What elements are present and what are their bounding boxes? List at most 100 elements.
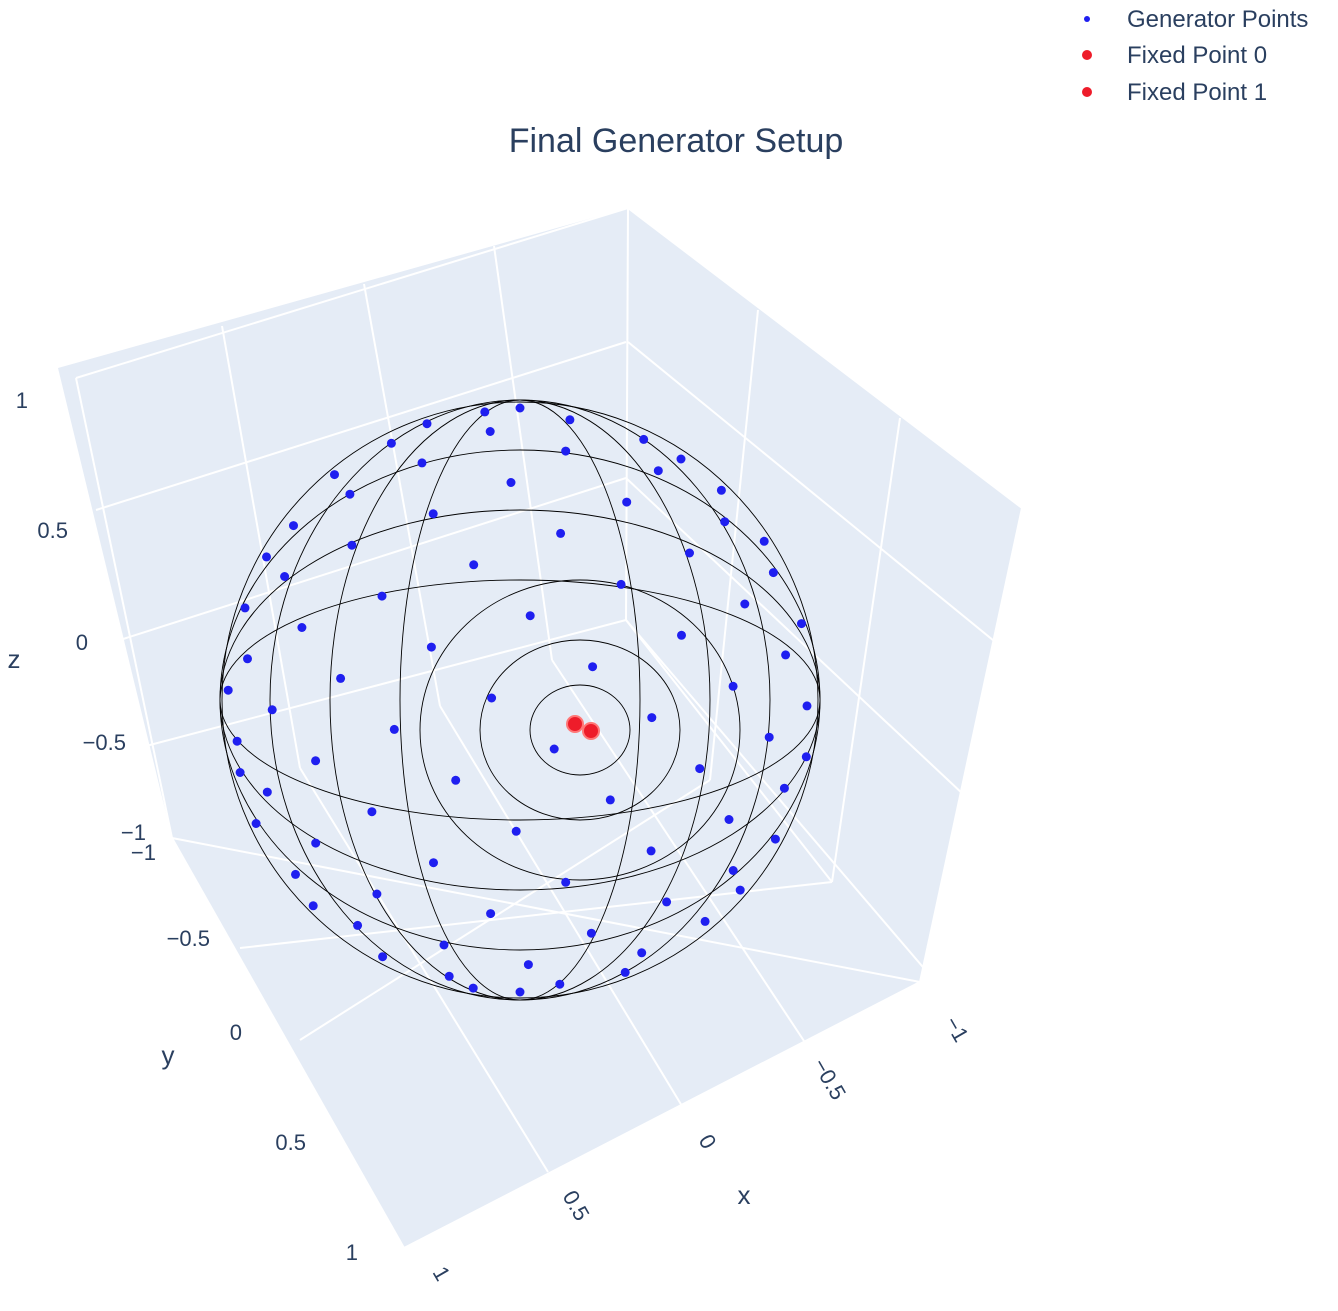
y-axis-title: y (162, 1040, 175, 1070)
generator-point (487, 693, 497, 703)
generator-point (588, 662, 598, 672)
grid-line (625, 477, 981, 811)
generator-point (372, 889, 382, 899)
generator-point (768, 568, 778, 578)
generator-point (735, 885, 745, 895)
generator-point (422, 419, 432, 429)
z-axis-ticks: 1 0.5 0 −0.5 −1 z (8, 388, 147, 845)
x-axis-title: x (738, 1180, 751, 1210)
y-tick-label: −1 (131, 840, 156, 865)
generator-point (506, 478, 516, 487)
back-pane-z (58, 208, 1022, 1248)
generator-point (561, 446, 571, 456)
generator-point (797, 619, 806, 629)
generator-point (724, 815, 734, 824)
z-tick-label: 0 (76, 630, 88, 655)
generator-point (291, 869, 300, 879)
fixed-point-1 (582, 722, 600, 740)
generator-point (280, 572, 290, 581)
generator-point (802, 701, 812, 711)
generator-point (549, 744, 559, 754)
generator-point (330, 470, 339, 480)
grid-line (493, 245, 553, 661)
generator-point (695, 764, 705, 774)
legend-marker (1082, 87, 1092, 97)
generator-point (311, 756, 321, 766)
generator-point (377, 591, 387, 601)
generator-point (378, 952, 388, 962)
generator-point (740, 599, 750, 609)
grid-line (625, 619, 833, 883)
mesh-ring (219, 579, 821, 821)
x-tick-label: 0 (694, 1130, 722, 1153)
generator-point (262, 552, 271, 562)
generator-point (676, 454, 686, 464)
y-tick-label: −0.5 (167, 926, 210, 951)
legend-label: Generator Points (1127, 6, 1308, 33)
grid-line (171, 837, 405, 1249)
legend[interactable]: Generator Points Fixed Point 0 Fixed Poi… (1082, 6, 1308, 106)
x-tick-label: 1 (428, 1262, 456, 1285)
legend-marker (1082, 50, 1092, 60)
generator-point (647, 713, 657, 723)
sphere-outline (221, 401, 819, 999)
generator-point (653, 466, 663, 476)
x-tick-label: −0.5 (808, 1054, 851, 1104)
grid-line (625, 207, 629, 621)
z-axis-title: z (8, 644, 21, 674)
generator-point (646, 846, 656, 856)
generator-point (639, 434, 649, 444)
grid-line (95, 341, 627, 511)
grid-line (221, 325, 301, 769)
grid-line (439, 705, 683, 1107)
generator-point (267, 705, 277, 715)
generator-point (486, 909, 496, 919)
generator-point (616, 579, 626, 589)
generator-point (728, 681, 738, 691)
generator-point (720, 517, 730, 527)
generator-point (311, 838, 321, 848)
legend-item-fixed-point-0[interactable]: Fixed Point 0 (1082, 42, 1267, 69)
generator-point (605, 795, 615, 805)
grid-line (403, 981, 921, 1249)
grid-line (625, 619, 935, 981)
generator-point (700, 916, 710, 926)
grid-line (171, 837, 921, 983)
generator-point (759, 536, 769, 546)
grid-line (75, 207, 629, 379)
generator-point (523, 960, 533, 970)
generator-point (485, 427, 495, 436)
legend-label: Fixed Point 1 (1127, 79, 1267, 106)
generator-point (622, 497, 632, 507)
generator-point (439, 940, 449, 950)
generator-point (444, 971, 454, 981)
generator-point (525, 611, 535, 621)
generator-point (779, 783, 789, 793)
mesh-ring (479, 639, 681, 821)
y-tick-label: 0.5 (275, 1130, 306, 1155)
generator-point (240, 603, 250, 613)
generator-point (801, 752, 811, 762)
generator-point (386, 438, 396, 448)
generator-point (469, 560, 479, 570)
scene-panes (58, 208, 1022, 1248)
generator-point (480, 407, 490, 417)
grid-lines (75, 207, 1023, 1249)
grid-line (145, 619, 627, 747)
generator-point (515, 987, 525, 997)
generator-point (586, 928, 596, 938)
generator-point (336, 673, 346, 683)
generator-point (555, 979, 565, 989)
generator-point (367, 807, 377, 817)
generator-point (468, 983, 478, 993)
generator-points (223, 403, 812, 997)
mesh-ring (399, 399, 641, 1001)
z-tick-label: 0.5 (37, 518, 68, 543)
generator-point (251, 819, 261, 828)
legend-item-fixed-point-1[interactable]: Fixed Point 1 (1082, 79, 1267, 106)
generator-point (685, 548, 694, 558)
z-tick-label: −0.5 (83, 730, 126, 755)
legend-item-generator-points[interactable]: Generator Points (1084, 6, 1308, 33)
generator-point (556, 528, 566, 538)
